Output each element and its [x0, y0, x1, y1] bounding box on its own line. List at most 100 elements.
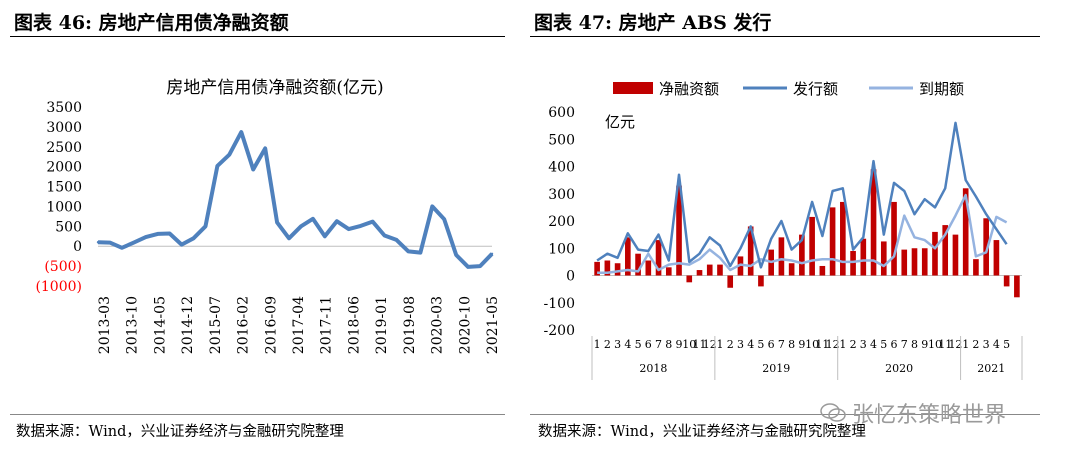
net-financing-bar	[778, 237, 785, 276]
data-point	[252, 168, 255, 171]
x-tick-label: 2013-10	[125, 296, 141, 354]
net-financing-bar	[655, 240, 662, 276]
x-tick-label: 8	[788, 338, 795, 351]
right-source-rule	[530, 414, 1040, 415]
data-point	[466, 265, 470, 269]
net-financing-bar	[932, 231, 938, 276]
data-point	[395, 238, 398, 242]
data-point	[419, 251, 422, 254]
x-tick-label: 7	[655, 338, 662, 351]
net-financing-bar	[901, 249, 908, 276]
net-financing-bar	[1014, 275, 1020, 298]
x-tick-label: 1	[594, 338, 601, 351]
x-tick-label: 4	[870, 338, 877, 351]
x-tick-label: 3	[860, 338, 867, 351]
data-point	[275, 221, 279, 224]
net-financing-bar	[993, 240, 1000, 276]
y-tick-label: -100	[544, 296, 575, 312]
net-financing-bar	[973, 259, 979, 276]
x-tick-label: 2	[727, 338, 734, 351]
data-point	[323, 235, 327, 238]
series-line	[97, 130, 494, 269]
data-point	[478, 264, 482, 268]
net-financing-bar	[758, 275, 764, 287]
data-point	[383, 234, 386, 237]
x-tick-label: 5	[635, 338, 642, 351]
x-tick-label: 3	[614, 338, 621, 351]
net-financing-bar	[645, 260, 652, 276]
x-tick-label: 1	[716, 338, 723, 351]
net-financing-bar	[799, 234, 805, 276]
y-tick-label: -200	[544, 323, 575, 339]
x-tick-label: 9	[676, 338, 683, 351]
left-heading-rule	[10, 36, 505, 37]
y-tick-label: (1000)	[35, 279, 82, 295]
x-tick-label: 2014-12	[180, 296, 196, 354]
data-point	[108, 241, 112, 244]
watermark-text: 张忆东策略世界	[852, 403, 1007, 428]
y-tick-label: 1500	[46, 180, 82, 196]
x-tick-label: 2017-11	[319, 296, 335, 354]
y-tick-label: 400	[548, 160, 575, 176]
x-tick-label: 2017-04	[291, 296, 307, 354]
net-financing-bar	[870, 169, 877, 276]
x-tick-label: 7	[778, 338, 785, 351]
watermark: 张忆东策略世界	[820, 397, 1006, 429]
x-tick-label: 11	[693, 338, 707, 351]
data-point	[443, 217, 446, 221]
x-tick-label: 12	[703, 338, 717, 351]
y-tick-label: (500)	[44, 259, 82, 275]
data-point	[180, 243, 183, 246]
data-point	[347, 227, 350, 231]
data-point	[371, 220, 374, 223]
net-financing-bar	[717, 264, 723, 276]
data-point	[204, 225, 207, 228]
left-source-rule	[10, 414, 505, 415]
x-tick-label: 9	[798, 338, 805, 351]
maturity-line	[597, 193, 1008, 275]
data-point	[240, 130, 243, 134]
x-tick-label: 6	[645, 338, 652, 351]
data-point	[144, 235, 147, 239]
y-tick-label: 500	[55, 219, 82, 235]
net-financing-bar	[676, 185, 682, 276]
x-tick-label: 1	[962, 338, 969, 351]
x-tick-label: 1	[839, 338, 846, 351]
x-tick-label: 2021-05	[485, 296, 501, 354]
net-financing-bar	[747, 226, 754, 276]
data-point	[132, 241, 136, 244]
x-tick-label: 4	[624, 338, 631, 351]
y-tick-label: 3000	[46, 120, 82, 136]
left-source-note: 数据来源：Wind，兴业证券经济与金融研究院整理	[16, 424, 344, 440]
data-point	[311, 217, 315, 220]
y-tick-label: 200	[548, 214, 575, 230]
y-tick-label: 1000	[46, 199, 82, 215]
right-bar-line-chart: 净融资额 发行额 到期额 600 500 400 300 200 100 0 -100 -200 亿元 1…	[544, 80, 1023, 380]
net-financing-bar	[983, 218, 989, 276]
net-financing-bar	[880, 241, 887, 276]
legend-swatch-net	[613, 82, 653, 94]
net-financing-bar	[604, 260, 611, 276]
net-financing-bar	[942, 225, 949, 276]
x-tick-label: 4	[747, 338, 754, 351]
net-financing-bar	[594, 261, 600, 276]
data-point	[263, 147, 267, 150]
net-financing-bar	[809, 216, 815, 276]
data-point	[228, 153, 231, 156]
year-label: 2020	[885, 362, 913, 375]
right-source-note: 数据来源：Wind，兴业证券经济与金融研究院整理	[538, 424, 866, 440]
x-tick-label: 2019-08	[402, 296, 418, 354]
net-financing-bar	[696, 270, 703, 276]
x-tick-label: 5	[757, 338, 764, 351]
x-tick-label: 2020-10	[457, 296, 473, 354]
net-financing-bar	[686, 275, 693, 283]
x-tick-label: 6	[768, 338, 775, 351]
net-financing-bar	[819, 265, 826, 276]
net-financing-bar	[727, 275, 734, 288]
x-tick-label: 12	[948, 338, 962, 351]
net-financing-bar	[962, 188, 969, 276]
data-point	[168, 232, 171, 235]
x-tick-label: 8	[665, 338, 672, 351]
data-point	[490, 252, 494, 255]
net-financing-bar	[952, 234, 959, 276]
